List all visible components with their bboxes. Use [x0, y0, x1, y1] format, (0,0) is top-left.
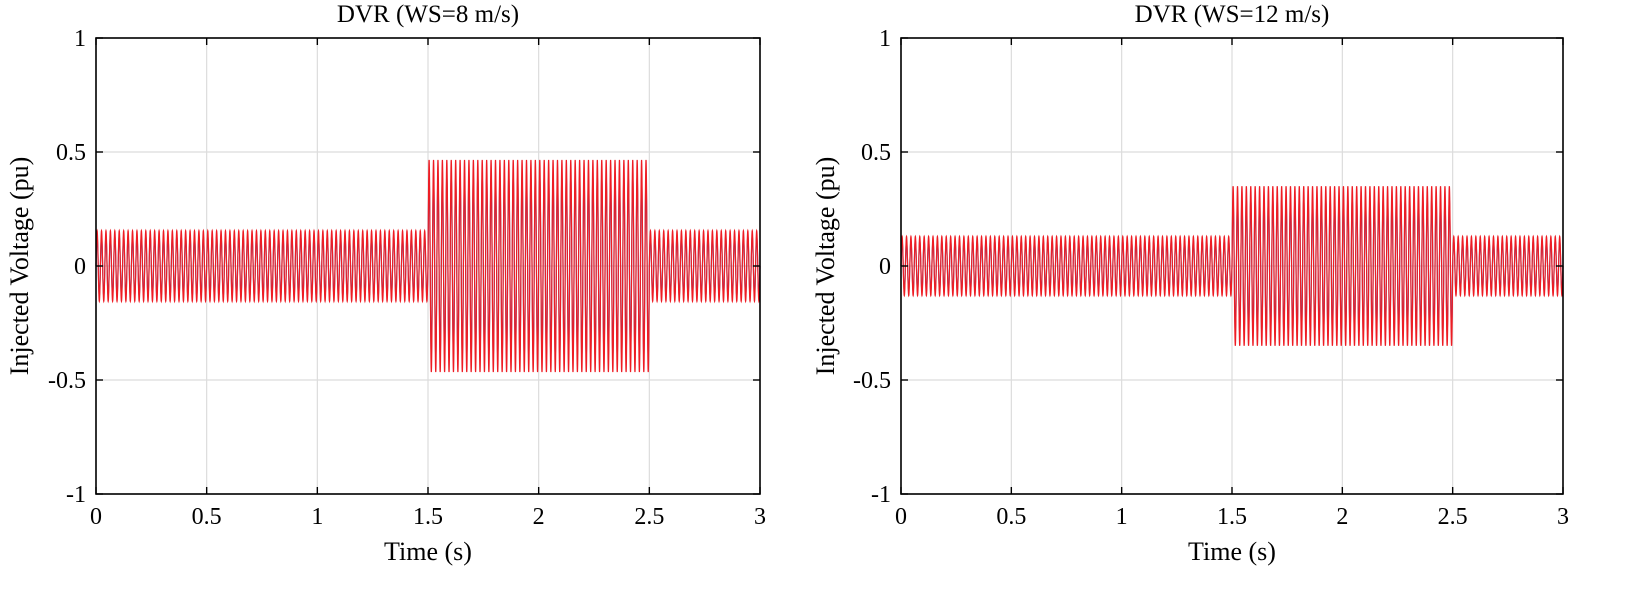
- x-tick-labels: 0 0.5 1 1.5 2 2.5 3: [895, 504, 1569, 530]
- x-tick-label: 3: [754, 504, 766, 530]
- chart-title: DVR (WS=8 m/s): [337, 1, 519, 28]
- y-tick-label: 1: [879, 26, 891, 52]
- y-tick-label: 0.5: [56, 140, 86, 166]
- y-tick-label: -0.5: [48, 368, 86, 394]
- x-tick-labels: 0 0.5 1 1.5 2 2.5 3: [90, 504, 766, 530]
- series-line: [95, 159, 761, 373]
- x-tick-label: 2: [533, 504, 545, 530]
- y-tick-labels: -1 -0.5 0 0.5 1: [853, 26, 891, 508]
- x-axis-label: Time (s): [1188, 537, 1276, 566]
- x-tick-label: 0.5: [192, 504, 222, 530]
- x-tick-label: 1.5: [413, 504, 443, 530]
- x-tick-label: 1: [311, 504, 323, 530]
- y-tick-label: 1: [74, 26, 86, 52]
- x-tick-label: 0.5: [996, 504, 1026, 530]
- series-line: [900, 186, 1564, 346]
- y-tick-label: -1: [66, 482, 86, 508]
- y-tick-label: 0.5: [861, 140, 891, 166]
- y-tick-label: -0.5: [853, 368, 891, 394]
- x-tick-label: 1: [1116, 504, 1128, 530]
- chart-title: DVR (WS=12 m/s): [1135, 1, 1330, 28]
- plot-ws-12: 0 0.5 1 1.5 2 2.5 3 -1 -0.5 0 0.5 1 DVR (WS=12 m/s…: [811, 1, 1569, 566]
- x-tick-label: 1.5: [1217, 504, 1247, 530]
- series-layer: [95, 159, 761, 373]
- x-tick-label: 0: [90, 504, 102, 530]
- x-tick-label: 3: [1557, 504, 1569, 530]
- y-tick-labels: -1 -0.5 0 0.5 1: [48, 26, 86, 508]
- y-tick-label: 0: [74, 254, 86, 280]
- y-tick-label: -1: [871, 482, 891, 508]
- series-layer: [900, 186, 1564, 346]
- y-tick-label: 0: [879, 254, 891, 280]
- y-axis-label: Injected Voltage (pu): [811, 157, 840, 376]
- y-axis-label: Injected Voltage (pu): [5, 157, 34, 376]
- x-tick-label: 2: [1336, 504, 1348, 530]
- x-tick-label: 0: [895, 504, 907, 530]
- x-tick-label: 2.5: [634, 504, 664, 530]
- plot-ws-8: 0 0.5 1 1.5 2 2.5 3 -1 -0.5 0 0.5 1 DVR (WS=8 m/s)…: [5, 1, 766, 566]
- tick-marks: [95, 37, 761, 495]
- x-tick-label: 2.5: [1438, 504, 1468, 530]
- tick-marks: [900, 37, 1564, 495]
- x-axis-label: Time (s): [384, 537, 472, 566]
